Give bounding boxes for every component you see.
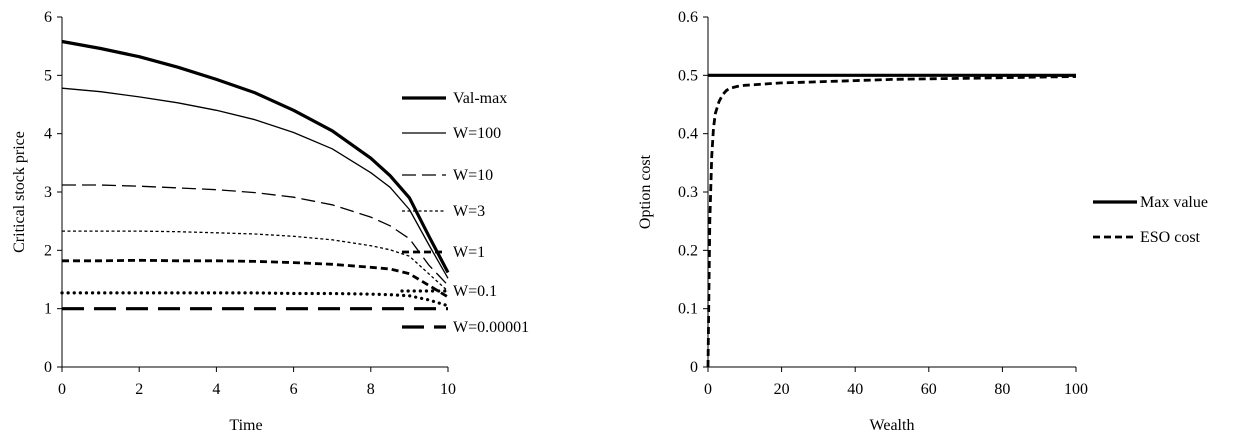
series-line-w-100 bbox=[61, 87, 449, 279]
y-tick-label: 0 bbox=[44, 359, 52, 376]
tick-labels: 0 0.1 0.2 0.3 0.4 0.5 0.6 0 20 40 60 80 100 bbox=[678, 9, 1088, 398]
tick-labels: 0 1 2 3 4 5 6 0 2 4 6 8 10 bbox=[44, 9, 456, 398]
x-tick-label: 6 bbox=[290, 381, 298, 398]
legend-label: ESO cost bbox=[1140, 229, 1201, 246]
y-tick-label: 0.1 bbox=[678, 301, 698, 318]
legend-label: W=100 bbox=[453, 125, 501, 142]
x-tick-label: 0 bbox=[58, 381, 66, 398]
x-axis-label: Time bbox=[229, 417, 262, 434]
legend-label: W=1 bbox=[453, 244, 485, 261]
legend-label: W=3 bbox=[453, 203, 485, 220]
y-tick-label: 5 bbox=[44, 67, 52, 84]
y-tick-label: 0.6 bbox=[678, 9, 698, 26]
x-tick-label: 100 bbox=[1064, 381, 1088, 398]
x-tick-label: 20 bbox=[774, 381, 790, 398]
y-axis-label: Option cost bbox=[637, 154, 654, 229]
axes bbox=[57, 16, 449, 372]
x-axis-label: Wealth bbox=[870, 417, 915, 434]
series-line-eso-cost bbox=[706, 75, 1077, 368]
x-tick-label: 80 bbox=[994, 381, 1010, 398]
y-tick-label: 0.5 bbox=[678, 67, 698, 84]
y-tick-label: 0.4 bbox=[678, 126, 698, 143]
legend-label: W=10 bbox=[453, 167, 493, 184]
plot-area bbox=[60, 39, 450, 311]
y-tick-label: 2 bbox=[44, 242, 52, 259]
y-tick-label: 0.3 bbox=[678, 184, 698, 201]
series-line-w-0-1 bbox=[60, 291, 450, 308]
y-tick-label: 4 bbox=[44, 126, 52, 143]
x-tick-label: 10 bbox=[440, 381, 456, 398]
y-tick-label: 0 bbox=[690, 359, 698, 376]
x-tick-label: 4 bbox=[212, 381, 220, 398]
x-tick-label: 40 bbox=[847, 381, 863, 398]
option-cost-chart: 0 0.1 0.2 0.3 0.4 0.5 0.6 0 20 40 60 80 100 Wealth O… bbox=[637, 9, 1208, 434]
y-tick-label: 0.2 bbox=[678, 242, 698, 259]
series-line-w-1 bbox=[62, 258, 449, 299]
legend-label: W=0.1 bbox=[453, 283, 497, 300]
legend: Max value ESO cost bbox=[1093, 194, 1208, 246]
y-tick-label: 3 bbox=[44, 184, 52, 201]
plot-area bbox=[706, 73, 1077, 368]
series-line-w-3 bbox=[62, 230, 449, 292]
legend-label: Max value bbox=[1140, 194, 1208, 211]
critical-price-chart: 0 1 2 3 4 5 6 0 2 4 6 8 10 Time Critical stock price… bbox=[11, 9, 529, 434]
legend: Val-max W=100 W=10 W=3 W=1 W=0.1 W=0.00001 bbox=[400, 90, 529, 336]
y-tick-label: 1 bbox=[44, 301, 52, 318]
x-tick-label: 60 bbox=[921, 381, 937, 398]
x-tick-label: 8 bbox=[367, 381, 375, 398]
series-line-val-max bbox=[61, 39, 450, 274]
x-tick-label: 0 bbox=[704, 381, 712, 398]
x-tick-label: 2 bbox=[135, 381, 143, 398]
legend-label: W=0.00001 bbox=[453, 319, 529, 336]
series-line-w-10 bbox=[62, 184, 449, 286]
y-axis-label: Critical stock price bbox=[11, 131, 28, 253]
y-tick-label: 6 bbox=[44, 9, 52, 26]
axes bbox=[703, 16, 1077, 372]
legend-label: Val-max bbox=[453, 90, 507, 107]
